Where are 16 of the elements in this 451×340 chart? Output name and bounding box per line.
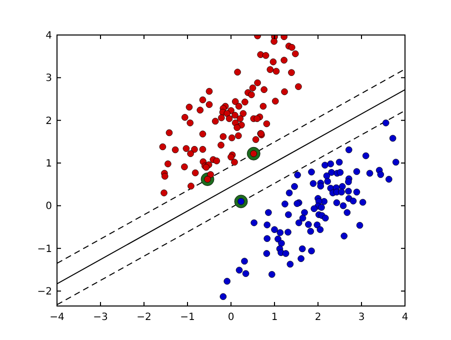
y-tick-label: 3 <box>46 73 52 84</box>
x-tick-label: −3 <box>93 312 108 323</box>
x-tick-label: −4 <box>50 312 64 323</box>
x-tick-label: 2 <box>314 312 322 323</box>
x-tick-label: 4 <box>402 312 408 323</box>
y-tick-label: 4 <box>46 30 52 42</box>
y-tick-label: −1 <box>37 244 52 255</box>
y-tick-label: 1 <box>46 158 52 170</box>
y-tick-label: −2 <box>37 286 52 298</box>
x-tick-label: 1 <box>271 312 278 323</box>
y-tick-label: 2 <box>46 116 52 127</box>
x-tick-label: −1 <box>180 312 195 323</box>
x-tick-label: −2 <box>136 312 152 323</box>
x-tick-label: 3 <box>358 312 365 323</box>
y-tick-label: 0 <box>46 201 52 212</box>
x-tick-label: 0 <box>228 312 234 323</box>
